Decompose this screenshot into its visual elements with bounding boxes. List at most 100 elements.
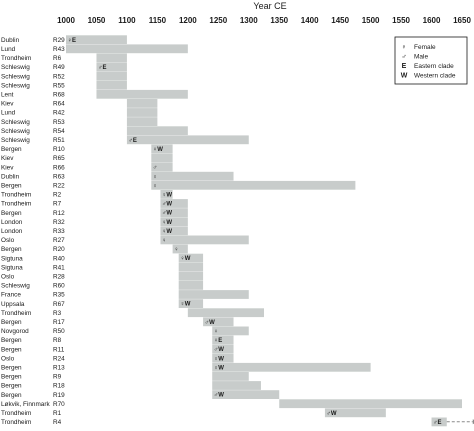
bar-annotation: ♂W (162, 211, 173, 217)
row-site-label: Trondheim (1, 55, 31, 62)
row-site-label: Uppsala (1, 301, 25, 308)
legend-label: Male (414, 54, 428, 61)
x-tick-label: 1100 (118, 16, 136, 25)
x-tick-label: 1450 (331, 16, 349, 25)
row-id-label: R66 (53, 164, 65, 171)
row-site-label: Bergen (1, 182, 22, 189)
range-bar (126, 99, 158, 108)
row-id-label: R63 (53, 173, 65, 180)
row-id-label: R33 (53, 228, 65, 235)
row-labels: Dublin R29 Lund R43 Trondheim R6 Schleswig R49 S… (1, 37, 65, 426)
range-bar (160, 217, 188, 227)
bar-annotation: ♂E (98, 65, 107, 71)
row-site-label: Bergen (1, 392, 22, 399)
row-id-label: R53 (53, 119, 65, 126)
legend-label: Western clade (414, 73, 456, 80)
row-site-label: Trondheim (1, 419, 31, 426)
legend: ♀ Female ♂ Male E Eastern clade W Western clade (394, 36, 468, 85)
row-site-label: Schleswig (1, 82, 30, 89)
range-bar (66, 35, 127, 45)
row-id-label: R2 (53, 192, 62, 199)
row-site-label: Bergen (1, 319, 22, 326)
bar-annotation: ♀W (180, 302, 191, 308)
row-site-label: Kiev (1, 155, 14, 162)
range-bar (178, 271, 204, 281)
row-id-label: R18 (53, 383, 65, 390)
row-site-label: London (1, 219, 23, 226)
row-id-label: R29 (53, 37, 65, 44)
row-site-label: Oslo (1, 237, 15, 244)
row-site-label: Bergen (1, 246, 22, 253)
range-bar (172, 244, 188, 254)
row-id-label: R28 (53, 273, 65, 280)
row-id-label: R51 (53, 137, 65, 144)
row-id-label: R19 (53, 392, 65, 399)
row-id-label: R40 (53, 255, 65, 262)
x-tick-label: 1600 (423, 16, 441, 25)
row-id-label: R1 (53, 410, 62, 417)
range-bar (151, 171, 234, 181)
bar-annotation: ♂E (433, 420, 442, 426)
bar-annotation: ♂W (162, 202, 173, 208)
row-id-label: R41 (53, 264, 65, 271)
row-site-label: London (1, 228, 23, 235)
bar-annotation: ♂E (128, 138, 137, 144)
row-id-label: R4 (53, 419, 62, 426)
row-id-label: R35 (53, 292, 65, 299)
range-bar (96, 53, 127, 63)
x-tick-label: 1300 (240, 16, 258, 25)
row-site-label: Trondheim (1, 201, 31, 208)
bar-annotation: ♂W (326, 411, 337, 417)
row-id-label: R8 (53, 337, 62, 344)
bar-annotation: ♀ (153, 174, 158, 180)
bar-annotation: ♂ (153, 165, 158, 171)
bar-annotation: ♀W (180, 256, 191, 262)
row-id-label: R27 (53, 237, 65, 244)
row-id-label: R64 (53, 101, 65, 108)
row-site-label: Bergen (1, 337, 22, 344)
x-tick-label: 1550 (392, 16, 410, 25)
range-bar (151, 180, 356, 190)
range-bar (151, 153, 173, 163)
range-bar (279, 399, 462, 409)
row-id-label: R49 (53, 64, 65, 71)
row-site-label: Bergen (1, 364, 22, 371)
range-bar (160, 235, 249, 245)
row-id-label: R9 (53, 374, 62, 381)
row-site-label: Oslo (1, 273, 15, 280)
row-id-label: R67 (53, 301, 65, 308)
row-site-label: Bergen (1, 383, 22, 390)
x-axis-title: Year CE (253, 1, 286, 11)
row-site-label: Sigtuna (1, 264, 23, 271)
row-id-label: R32 (53, 219, 65, 226)
bars-layer (66, 35, 474, 427)
bar-annotation: ♂W (214, 347, 225, 353)
legend-symbol: W (401, 73, 408, 80)
row-id-label: R17 (53, 319, 65, 326)
bar-annotations: ♀E♂E♂E♀W♂♀♀♀W♂W♂W♀W♀W♀♀♀W♀W♂W♀♀E♂W♀W♀W♂W… (68, 38, 442, 426)
x-tick-label: 1350 (270, 16, 288, 25)
row-id-label: R50 (53, 328, 65, 335)
range-bar (178, 253, 204, 263)
legend-label: Female (414, 44, 436, 51)
range-bar (203, 317, 234, 327)
row-site-label: Dublin (1, 37, 20, 44)
row-site-label: Trondheim (1, 310, 31, 317)
x-tick-label: 1400 (301, 16, 319, 25)
row-id-label: R10 (53, 146, 65, 153)
row-site-label: Løkvik, Finnmark (1, 401, 50, 408)
row-id-label: R13 (53, 364, 65, 371)
range-bar (126, 135, 249, 145)
row-id-label: R6 (53, 55, 62, 62)
row-site-label: Oslo (1, 355, 15, 362)
row-site-label: Lund (1, 110, 16, 117)
row-site-label: Kiev (1, 164, 14, 171)
row-site-label: Sigtuna (1, 255, 23, 262)
bar-annotation: ♀W (214, 365, 225, 371)
row-site-label: Trondheim (1, 410, 31, 417)
row-id-label: R20 (53, 246, 65, 253)
range-bar (187, 308, 264, 318)
row-id-label: R68 (53, 91, 65, 98)
row-site-label: Lund (1, 46, 16, 53)
range-bar (66, 44, 188, 54)
